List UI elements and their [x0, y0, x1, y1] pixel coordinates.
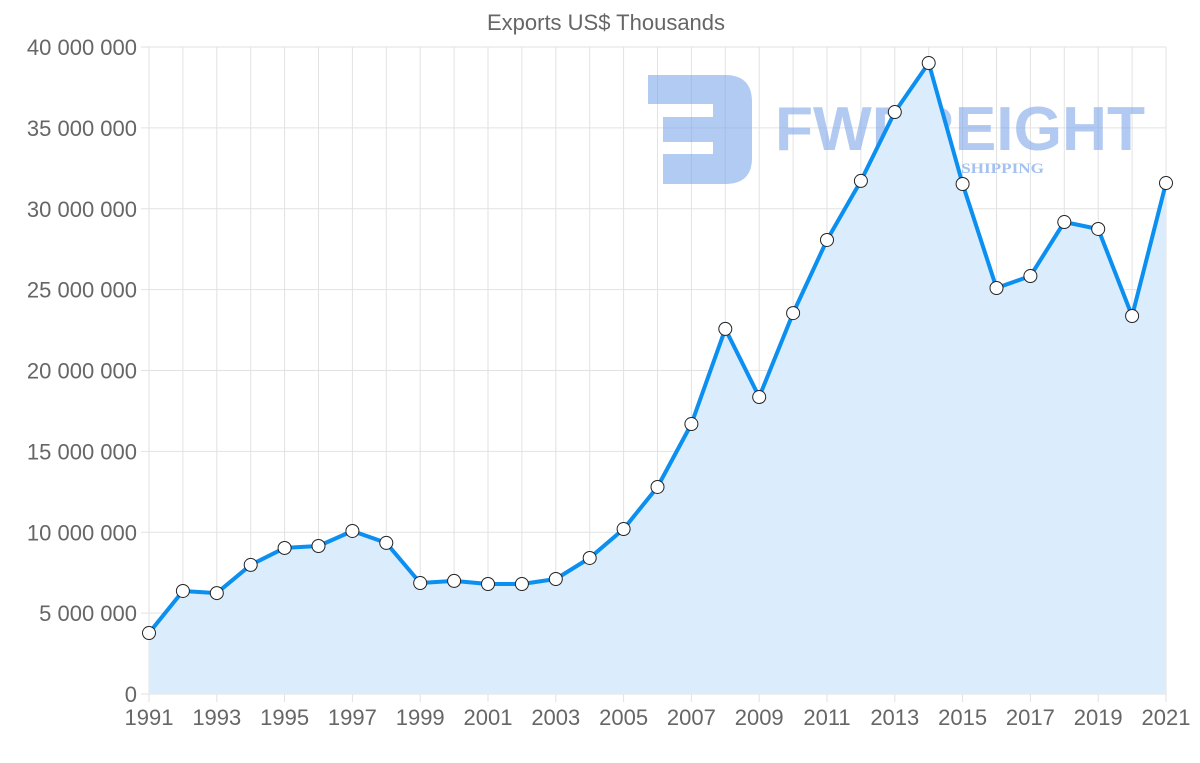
x-tick-label: 1995: [260, 705, 309, 730]
data-points: [142, 56, 1173, 641]
x-tick-label: 2011: [803, 705, 850, 730]
data-point: [548, 571, 563, 586]
x-tick-label: 2019: [1074, 705, 1123, 730]
data-point: [1023, 269, 1038, 284]
x-tick-label: 2005: [599, 705, 648, 730]
x-tick-label: 2013: [870, 705, 919, 730]
data-point: [989, 281, 1004, 296]
data-point: [379, 535, 394, 550]
x-tick-label: 1991: [125, 705, 174, 730]
series-area-fill: [149, 63, 1166, 694]
data-point: [887, 105, 902, 120]
data-point: [447, 573, 462, 588]
data-point: [955, 177, 970, 192]
data-point: [921, 56, 936, 71]
data-point: [582, 550, 597, 565]
x-tick-label: 2009: [735, 705, 784, 730]
data-point: [175, 583, 190, 598]
data-point: [209, 586, 224, 601]
data-point: [311, 538, 326, 553]
watermark-brand: FWFREIGHT: [775, 95, 1145, 164]
x-tick-label: 1993: [192, 705, 241, 730]
x-tick-label: 2007: [667, 705, 716, 730]
data-point: [1091, 221, 1106, 236]
data-point: [853, 173, 868, 188]
x-tick-label: 1999: [396, 705, 445, 730]
data-point: [650, 479, 665, 494]
x-tick-label: 2021: [1142, 705, 1191, 730]
y-tick-label: 5 000 000: [39, 601, 137, 626]
watermark-logo: FWFREIGHT FREIGHT SHIPPING: [648, 75, 1145, 184]
data-point: [616, 522, 631, 537]
x-tick-label: 2015: [938, 705, 987, 730]
data-point: [820, 232, 834, 247]
data-point: [345, 523, 360, 538]
data-point: [718, 321, 733, 336]
x-axis-ticks: 1991 1993 1995 1997 1999 2001 2003 2005 2007 2009…: [125, 705, 1191, 730]
data-point: [481, 577, 495, 592]
data-point: [243, 557, 258, 572]
y-tick-label: 0: [125, 682, 137, 707]
x-tick-label: 2003: [531, 705, 580, 730]
logo-mark-icon: [648, 75, 752, 184]
data-point: [684, 417, 699, 432]
y-axis-ticks: 0 5 000 000 10 000 000 15 000 000 20 000 000…: [27, 35, 137, 707]
data-point: [1125, 308, 1140, 323]
data-point: [1159, 176, 1173, 191]
data-point: [277, 540, 292, 555]
data-point: [752, 390, 767, 405]
data-point: [1057, 215, 1072, 230]
y-tick-label: 20 000 000: [27, 359, 137, 384]
y-tick-label: 30 000 000: [27, 197, 137, 222]
data-point: [142, 626, 156, 641]
x-tick-label: 1997: [328, 705, 377, 730]
data-point: [413, 576, 428, 591]
x-tick-label: 2017: [1006, 705, 1055, 730]
x-tick-label: 2001: [464, 705, 513, 730]
data-point: [514, 577, 529, 592]
y-tick-label: 25 000 000: [27, 278, 137, 303]
y-tick-label: 10 000 000: [27, 520, 137, 545]
y-tick-label: 15 000 000: [27, 439, 137, 464]
y-tick-label: 40 000 000: [27, 35, 137, 60]
data-point: [786, 306, 801, 321]
chart-title: Exports US$ Thousands: [487, 10, 725, 35]
y-tick-label: 35 000 000: [27, 116, 137, 141]
